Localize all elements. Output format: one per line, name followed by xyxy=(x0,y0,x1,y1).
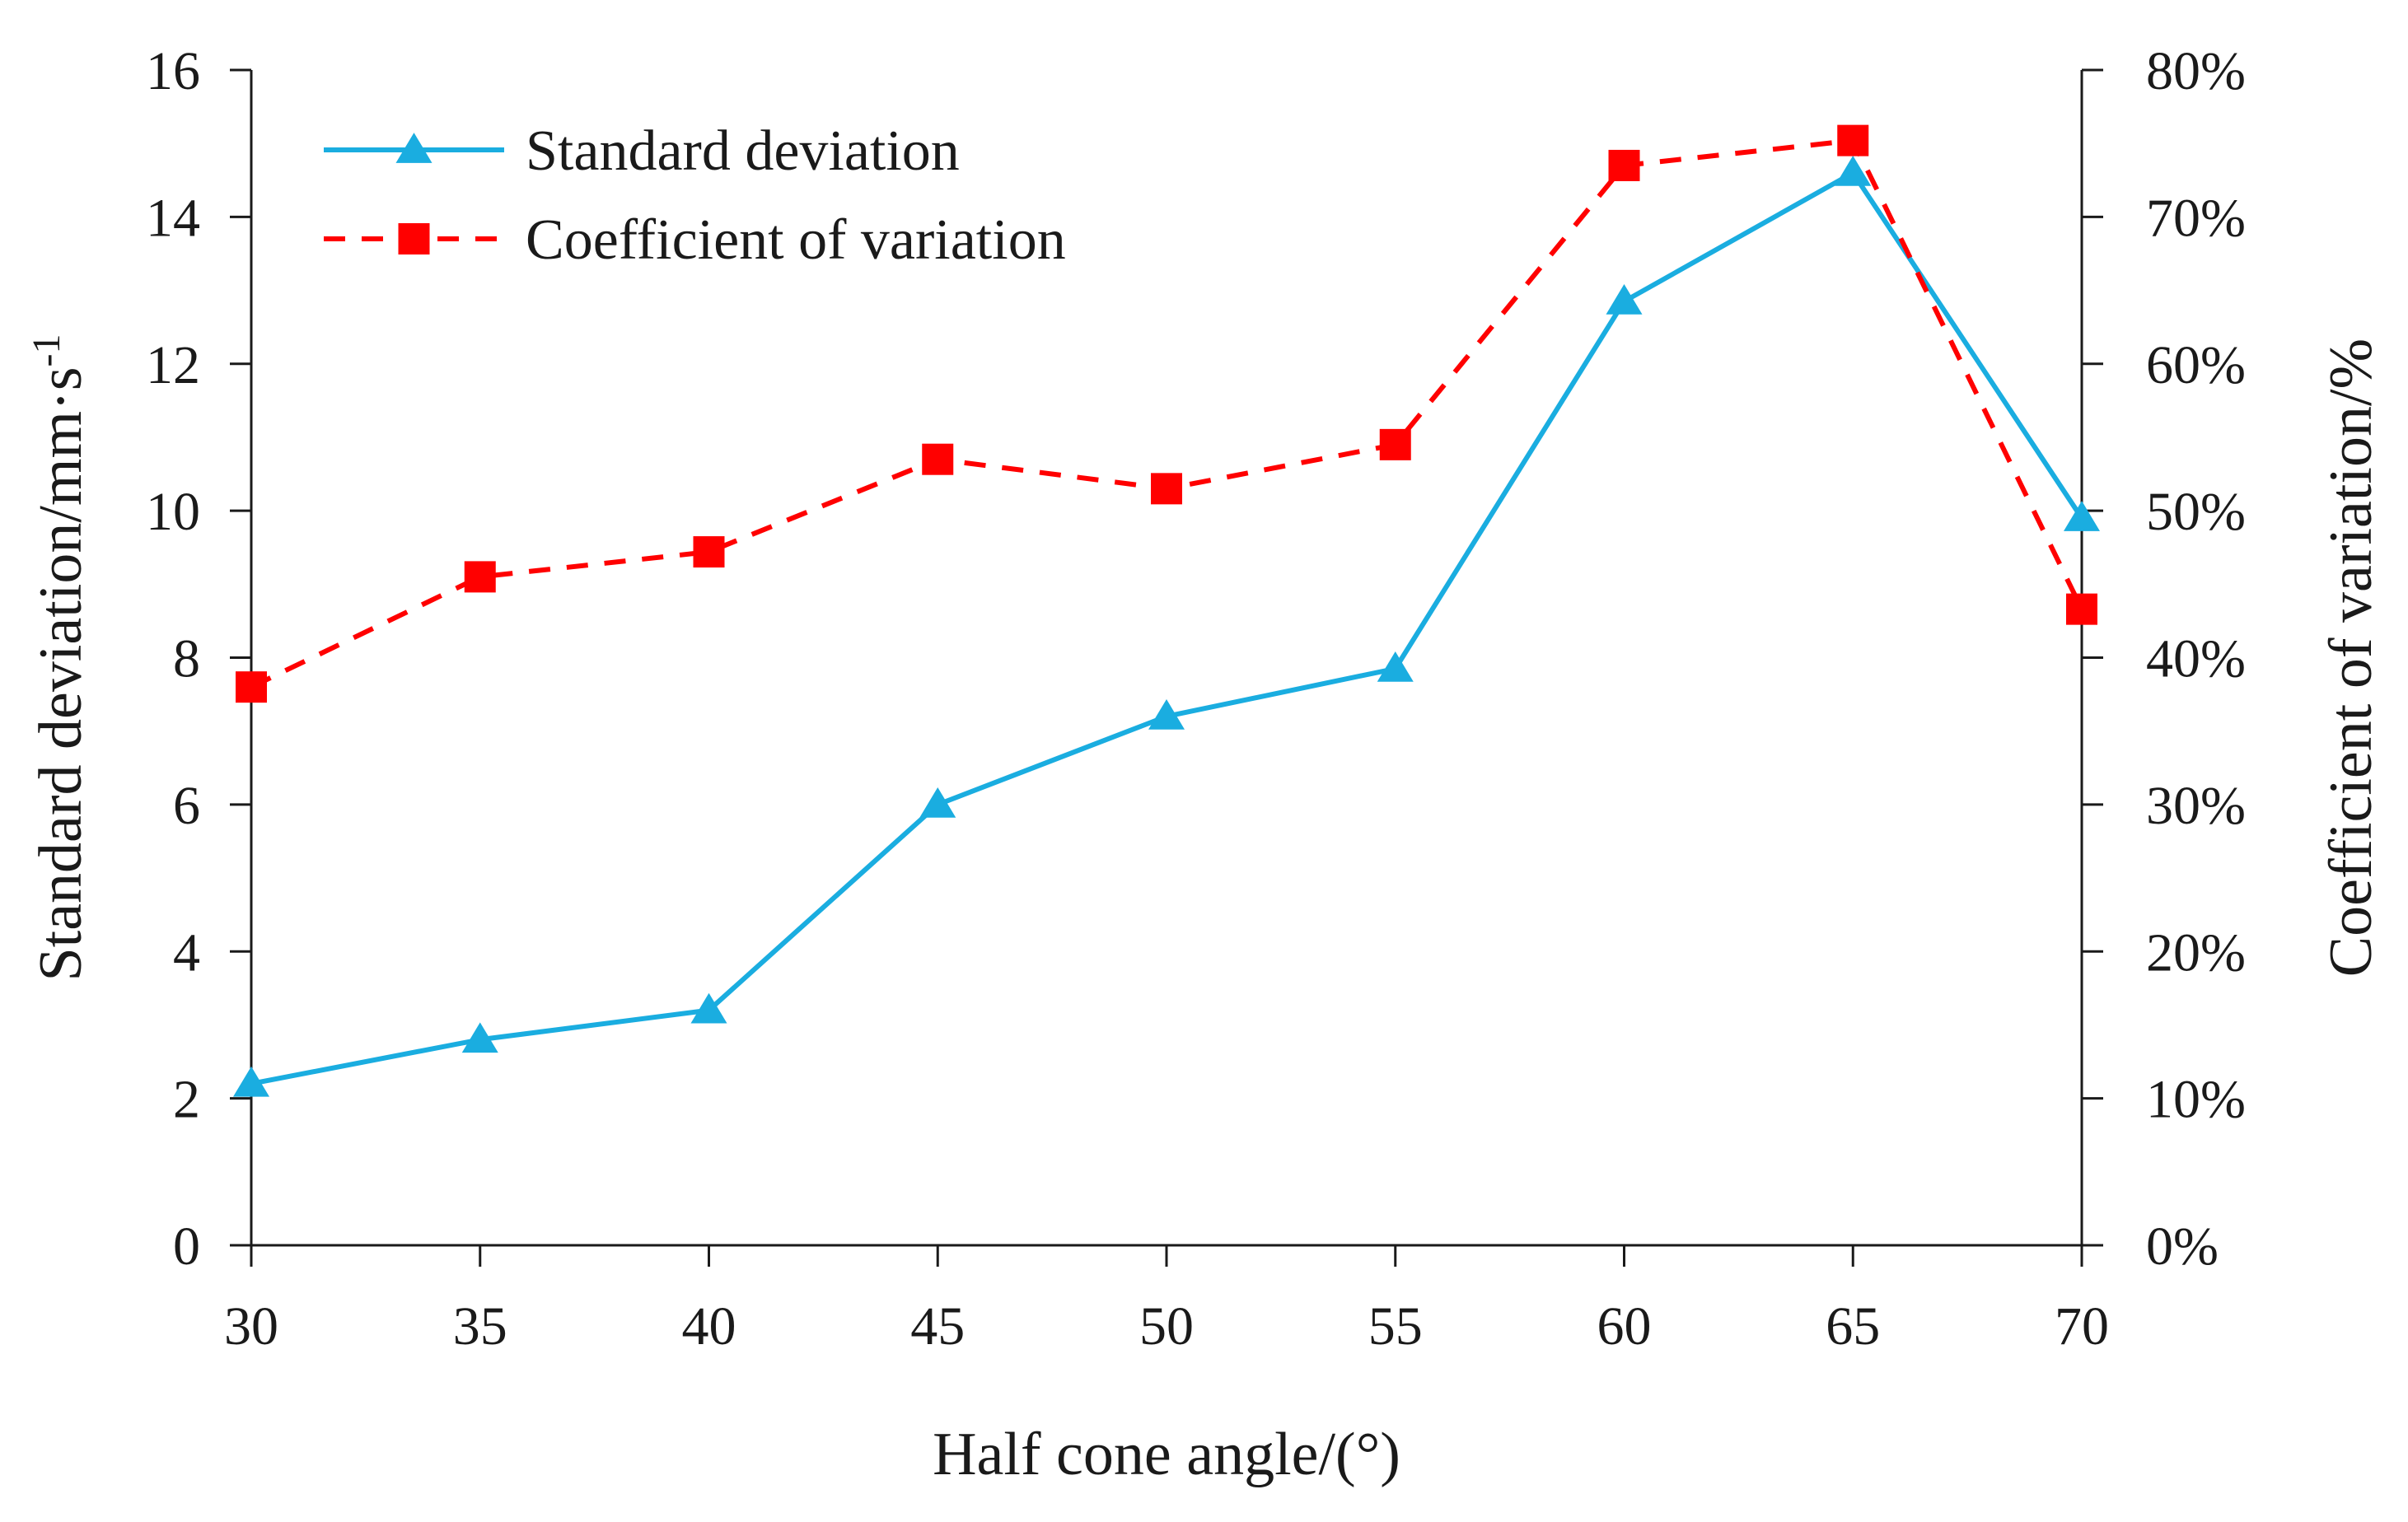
x-tick-label: 35 xyxy=(453,1296,507,1356)
left-y-tick-label: 4 xyxy=(173,922,200,983)
data-point-marker xyxy=(1151,473,1182,505)
right-y-tick-label: 80% xyxy=(2146,41,2246,101)
left-y-axis-title-main: Standard deviation/mm·s xyxy=(27,366,95,981)
left-y-tick-label: 2 xyxy=(173,1070,200,1130)
x-tick-label: 65 xyxy=(1826,1296,1880,1356)
x-tick-label: 30 xyxy=(224,1296,278,1356)
right-y-tick-label: 40% xyxy=(2146,629,2246,689)
data-point-marker xyxy=(2064,501,2100,531)
series-1 xyxy=(236,124,2097,703)
data-point-marker xyxy=(922,443,954,475)
left-y-tick-label: 12 xyxy=(146,335,200,395)
right-y-tick-label: 60% xyxy=(2146,335,2246,395)
data-point-marker xyxy=(2066,593,2097,625)
right-y-tick-label: 30% xyxy=(2146,776,2246,836)
x-tick-label: 45 xyxy=(910,1296,965,1356)
legend-marker xyxy=(398,223,430,254)
data-point-marker xyxy=(919,787,956,818)
legend-label: Standard deviation xyxy=(526,119,960,183)
left-y-tick-label: 10 xyxy=(146,482,200,542)
right-y-tick-label: 10% xyxy=(2146,1070,2246,1130)
data-point-marker xyxy=(464,561,496,593)
data-point-marker xyxy=(1606,284,1643,315)
data-point-marker xyxy=(1608,149,1640,181)
left-y-tick-label: 8 xyxy=(173,629,200,689)
data-point-marker xyxy=(693,536,725,568)
left-y-tick-label: 14 xyxy=(146,188,200,248)
legend: Standard deviation Coefficient of variati… xyxy=(324,119,1066,272)
data-point-marker xyxy=(1148,698,1185,730)
legend-item: Coefficient of variation xyxy=(324,208,1066,272)
data-point-marker xyxy=(1837,124,1869,156)
x-tick-label: 50 xyxy=(1139,1296,1194,1356)
data-point-marker xyxy=(1379,428,1411,460)
x-tick-label: 55 xyxy=(1368,1296,1423,1356)
right-y-axis-ticks: 0% 10% 20% 30% 40% 50% 60% 70% 80% xyxy=(2082,41,2246,1277)
left-y-axis-ticks: 0 2 4 6 8 10 12 14 16 xyxy=(146,41,251,1277)
x-tick-label: 60 xyxy=(1597,1296,1652,1356)
data-point-marker xyxy=(1377,651,1414,682)
legend-label: Coefficient of variation xyxy=(526,208,1066,272)
x-tick-label: 40 xyxy=(682,1296,736,1356)
left-y-tick-label: 6 xyxy=(173,776,200,836)
x-axis-ticks: 30 35 40 45 50 55 60 65 70 xyxy=(224,1245,2109,1356)
left-y-tick-label: 0 xyxy=(173,1216,200,1277)
legend-item: Standard deviation xyxy=(324,119,960,183)
x-tick-label: 70 xyxy=(2055,1296,2109,1356)
left-y-tick-label: 16 xyxy=(146,41,200,101)
x-axis-title: Half cone angle/(°) xyxy=(933,1421,1400,1488)
right-y-tick-label: 70% xyxy=(2146,188,2246,248)
left-y-axis-title-superscript: -1 xyxy=(25,334,68,366)
data-point-marker xyxy=(1835,155,1872,186)
data-point-marker xyxy=(236,671,267,703)
legend-marker xyxy=(395,133,433,163)
series-layer xyxy=(233,124,2100,1097)
right-y-axis-title: Coefficient of variation/% xyxy=(2317,338,2385,977)
data-point-marker xyxy=(690,992,727,1024)
data-point-marker xyxy=(461,1022,498,1053)
right-y-tick-label: 0% xyxy=(2146,1216,2219,1277)
right-y-tick-label: 20% xyxy=(2146,922,2246,983)
right-y-tick-label: 50% xyxy=(2146,482,2246,542)
series-0 xyxy=(233,155,2100,1097)
series-line xyxy=(250,170,2084,1086)
left-y-axis-title: Standard deviation/mm·s-1 xyxy=(25,334,96,981)
data-point-marker xyxy=(233,1066,269,1097)
